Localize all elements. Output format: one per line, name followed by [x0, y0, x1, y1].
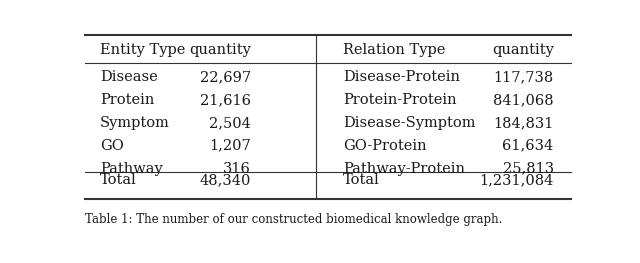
Text: Protein: Protein: [100, 93, 154, 107]
Text: Total: Total: [343, 173, 380, 188]
Text: 841,068: 841,068: [493, 93, 554, 107]
Text: 61,634: 61,634: [502, 139, 554, 153]
Text: 184,831: 184,831: [493, 116, 554, 130]
Text: 2,504: 2,504: [209, 116, 251, 130]
Text: Table 1: The number of our constructed biomedical knowledge graph.: Table 1: The number of our constructed b…: [85, 213, 502, 226]
Text: Disease-Symptom: Disease-Symptom: [343, 116, 476, 130]
Text: 316: 316: [223, 162, 251, 176]
Text: 22,697: 22,697: [200, 70, 251, 84]
Text: Disease-Protein: Disease-Protein: [343, 70, 460, 84]
Text: Pathway-Protein: Pathway-Protein: [343, 162, 465, 176]
Text: 117,738: 117,738: [493, 70, 554, 84]
Text: quantity: quantity: [492, 43, 554, 57]
Text: Symptom: Symptom: [100, 116, 170, 130]
Text: Relation Type: Relation Type: [343, 43, 445, 57]
Text: Pathway: Pathway: [100, 162, 163, 176]
Text: 1,231,084: 1,231,084: [479, 173, 554, 188]
Text: 25,813: 25,813: [502, 162, 554, 176]
Text: Total: Total: [100, 173, 136, 188]
Text: Protein-Protein: Protein-Protein: [343, 93, 456, 107]
Text: Disease: Disease: [100, 70, 157, 84]
Text: GO-Protein: GO-Protein: [343, 139, 426, 153]
Text: 21,616: 21,616: [200, 93, 251, 107]
Text: 48,340: 48,340: [200, 173, 251, 188]
Text: 1,207: 1,207: [209, 139, 251, 153]
Text: quantity: quantity: [189, 43, 251, 57]
Text: Entity Type: Entity Type: [100, 43, 185, 57]
Text: GO: GO: [100, 139, 124, 153]
